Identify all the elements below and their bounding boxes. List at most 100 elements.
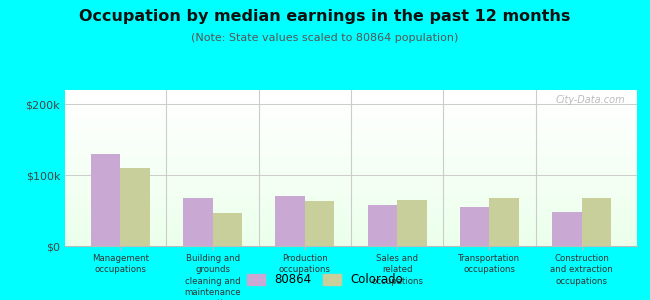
Bar [65, 223, 637, 224]
Bar [65, 149, 637, 151]
Bar [65, 115, 637, 116]
Bar [65, 169, 637, 171]
Bar [65, 218, 637, 220]
Bar [65, 101, 637, 103]
Bar [65, 126, 637, 128]
Text: City-Data.com: City-Data.com [556, 95, 625, 105]
Bar [65, 240, 637, 241]
Bar [65, 181, 637, 182]
Bar [65, 143, 637, 145]
Bar [65, 229, 637, 230]
Bar [582, 198, 611, 246]
Bar [65, 241, 637, 243]
Bar [65, 191, 637, 193]
Bar [65, 160, 637, 162]
Bar [65, 92, 637, 93]
Bar [65, 227, 637, 229]
Bar [65, 93, 637, 95]
Bar [65, 98, 637, 99]
Bar [489, 198, 519, 246]
Bar [65, 176, 637, 177]
Bar [305, 201, 334, 246]
Bar [65, 132, 637, 134]
Bar [65, 104, 637, 106]
Bar [65, 151, 637, 152]
Bar [65, 230, 637, 232]
Bar [65, 109, 637, 110]
Bar [65, 206, 637, 207]
Bar [368, 205, 397, 246]
Bar [65, 215, 637, 216]
Bar [552, 212, 582, 246]
Bar [65, 244, 637, 246]
Bar [65, 148, 637, 149]
Bar [65, 124, 637, 126]
Bar [65, 207, 637, 208]
Bar [65, 157, 637, 159]
Bar [65, 142, 637, 143]
Bar [65, 220, 637, 221]
Bar [65, 204, 637, 206]
Bar [65, 216, 637, 218]
Bar [65, 193, 637, 194]
Bar [65, 90, 637, 92]
Bar [65, 243, 637, 244]
Bar [65, 194, 637, 196]
Text: (Note: State values scaled to 80864 population): (Note: State values scaled to 80864 popu… [191, 33, 459, 43]
Bar [65, 224, 637, 226]
Bar [65, 238, 637, 240]
Bar [65, 128, 637, 129]
Bar [65, 165, 637, 166]
Bar [65, 123, 637, 124]
Bar [65, 107, 637, 109]
Bar [213, 213, 242, 246]
Bar [65, 188, 637, 190]
Bar [120, 168, 150, 246]
Bar [65, 155, 637, 157]
Bar [65, 237, 637, 238]
Bar [65, 184, 637, 185]
Bar [65, 95, 637, 96]
Bar [65, 232, 637, 233]
Bar [65, 129, 637, 130]
Bar [397, 200, 426, 246]
Bar [65, 145, 637, 146]
Bar [65, 202, 637, 204]
Bar [65, 106, 637, 107]
Bar [65, 168, 637, 170]
Bar [65, 96, 637, 98]
Bar [65, 177, 637, 179]
Bar [65, 138, 637, 140]
Bar [65, 187, 637, 188]
Bar [65, 134, 637, 135]
Bar [65, 208, 637, 210]
Bar [65, 199, 637, 201]
Bar [65, 167, 637, 168]
Bar [65, 171, 637, 173]
Bar [65, 118, 637, 120]
Bar [65, 198, 637, 199]
Bar [65, 120, 637, 121]
Bar [65, 212, 637, 213]
Bar [65, 162, 637, 163]
Bar [65, 113, 637, 115]
Bar [65, 163, 637, 165]
Bar [65, 121, 637, 123]
Bar [65, 154, 637, 155]
Bar [65, 213, 637, 215]
Bar [65, 185, 637, 187]
Text: Occupation by median earnings in the past 12 months: Occupation by median earnings in the pas… [79, 9, 571, 24]
Bar [65, 130, 637, 132]
Bar [460, 207, 489, 246]
Bar [65, 116, 637, 118]
Bar [65, 99, 637, 101]
Bar [65, 146, 637, 148]
Bar [65, 210, 637, 212]
Bar [183, 198, 213, 246]
Bar [65, 135, 637, 137]
Bar [65, 221, 637, 223]
Bar [65, 196, 637, 198]
Bar [65, 226, 637, 227]
Bar [65, 112, 637, 113]
Bar [91, 154, 120, 246]
